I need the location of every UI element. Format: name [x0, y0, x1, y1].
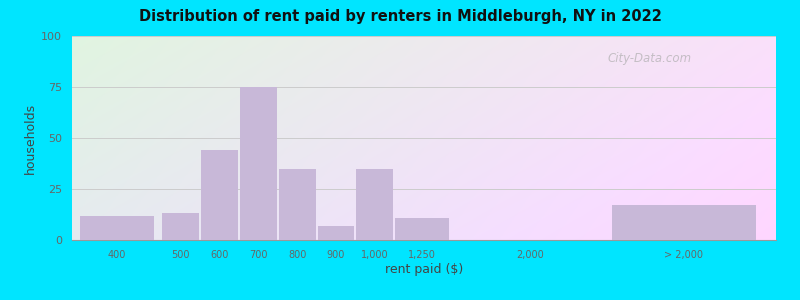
Bar [395, 218, 449, 240]
Bar [357, 169, 394, 240]
X-axis label: rent paid ($): rent paid ($) [385, 262, 463, 275]
Bar [201, 150, 238, 240]
Y-axis label: households: households [24, 102, 37, 174]
Text: Distribution of rent paid by renters in Middleburgh, NY in 2022: Distribution of rent paid by renters in … [138, 9, 662, 24]
Bar [612, 205, 755, 240]
Bar [318, 226, 354, 240]
Bar [162, 214, 199, 240]
Bar [278, 169, 315, 240]
Text: City-Data.com: City-Data.com [607, 52, 691, 65]
Bar [80, 215, 154, 240]
Bar [240, 87, 277, 240]
